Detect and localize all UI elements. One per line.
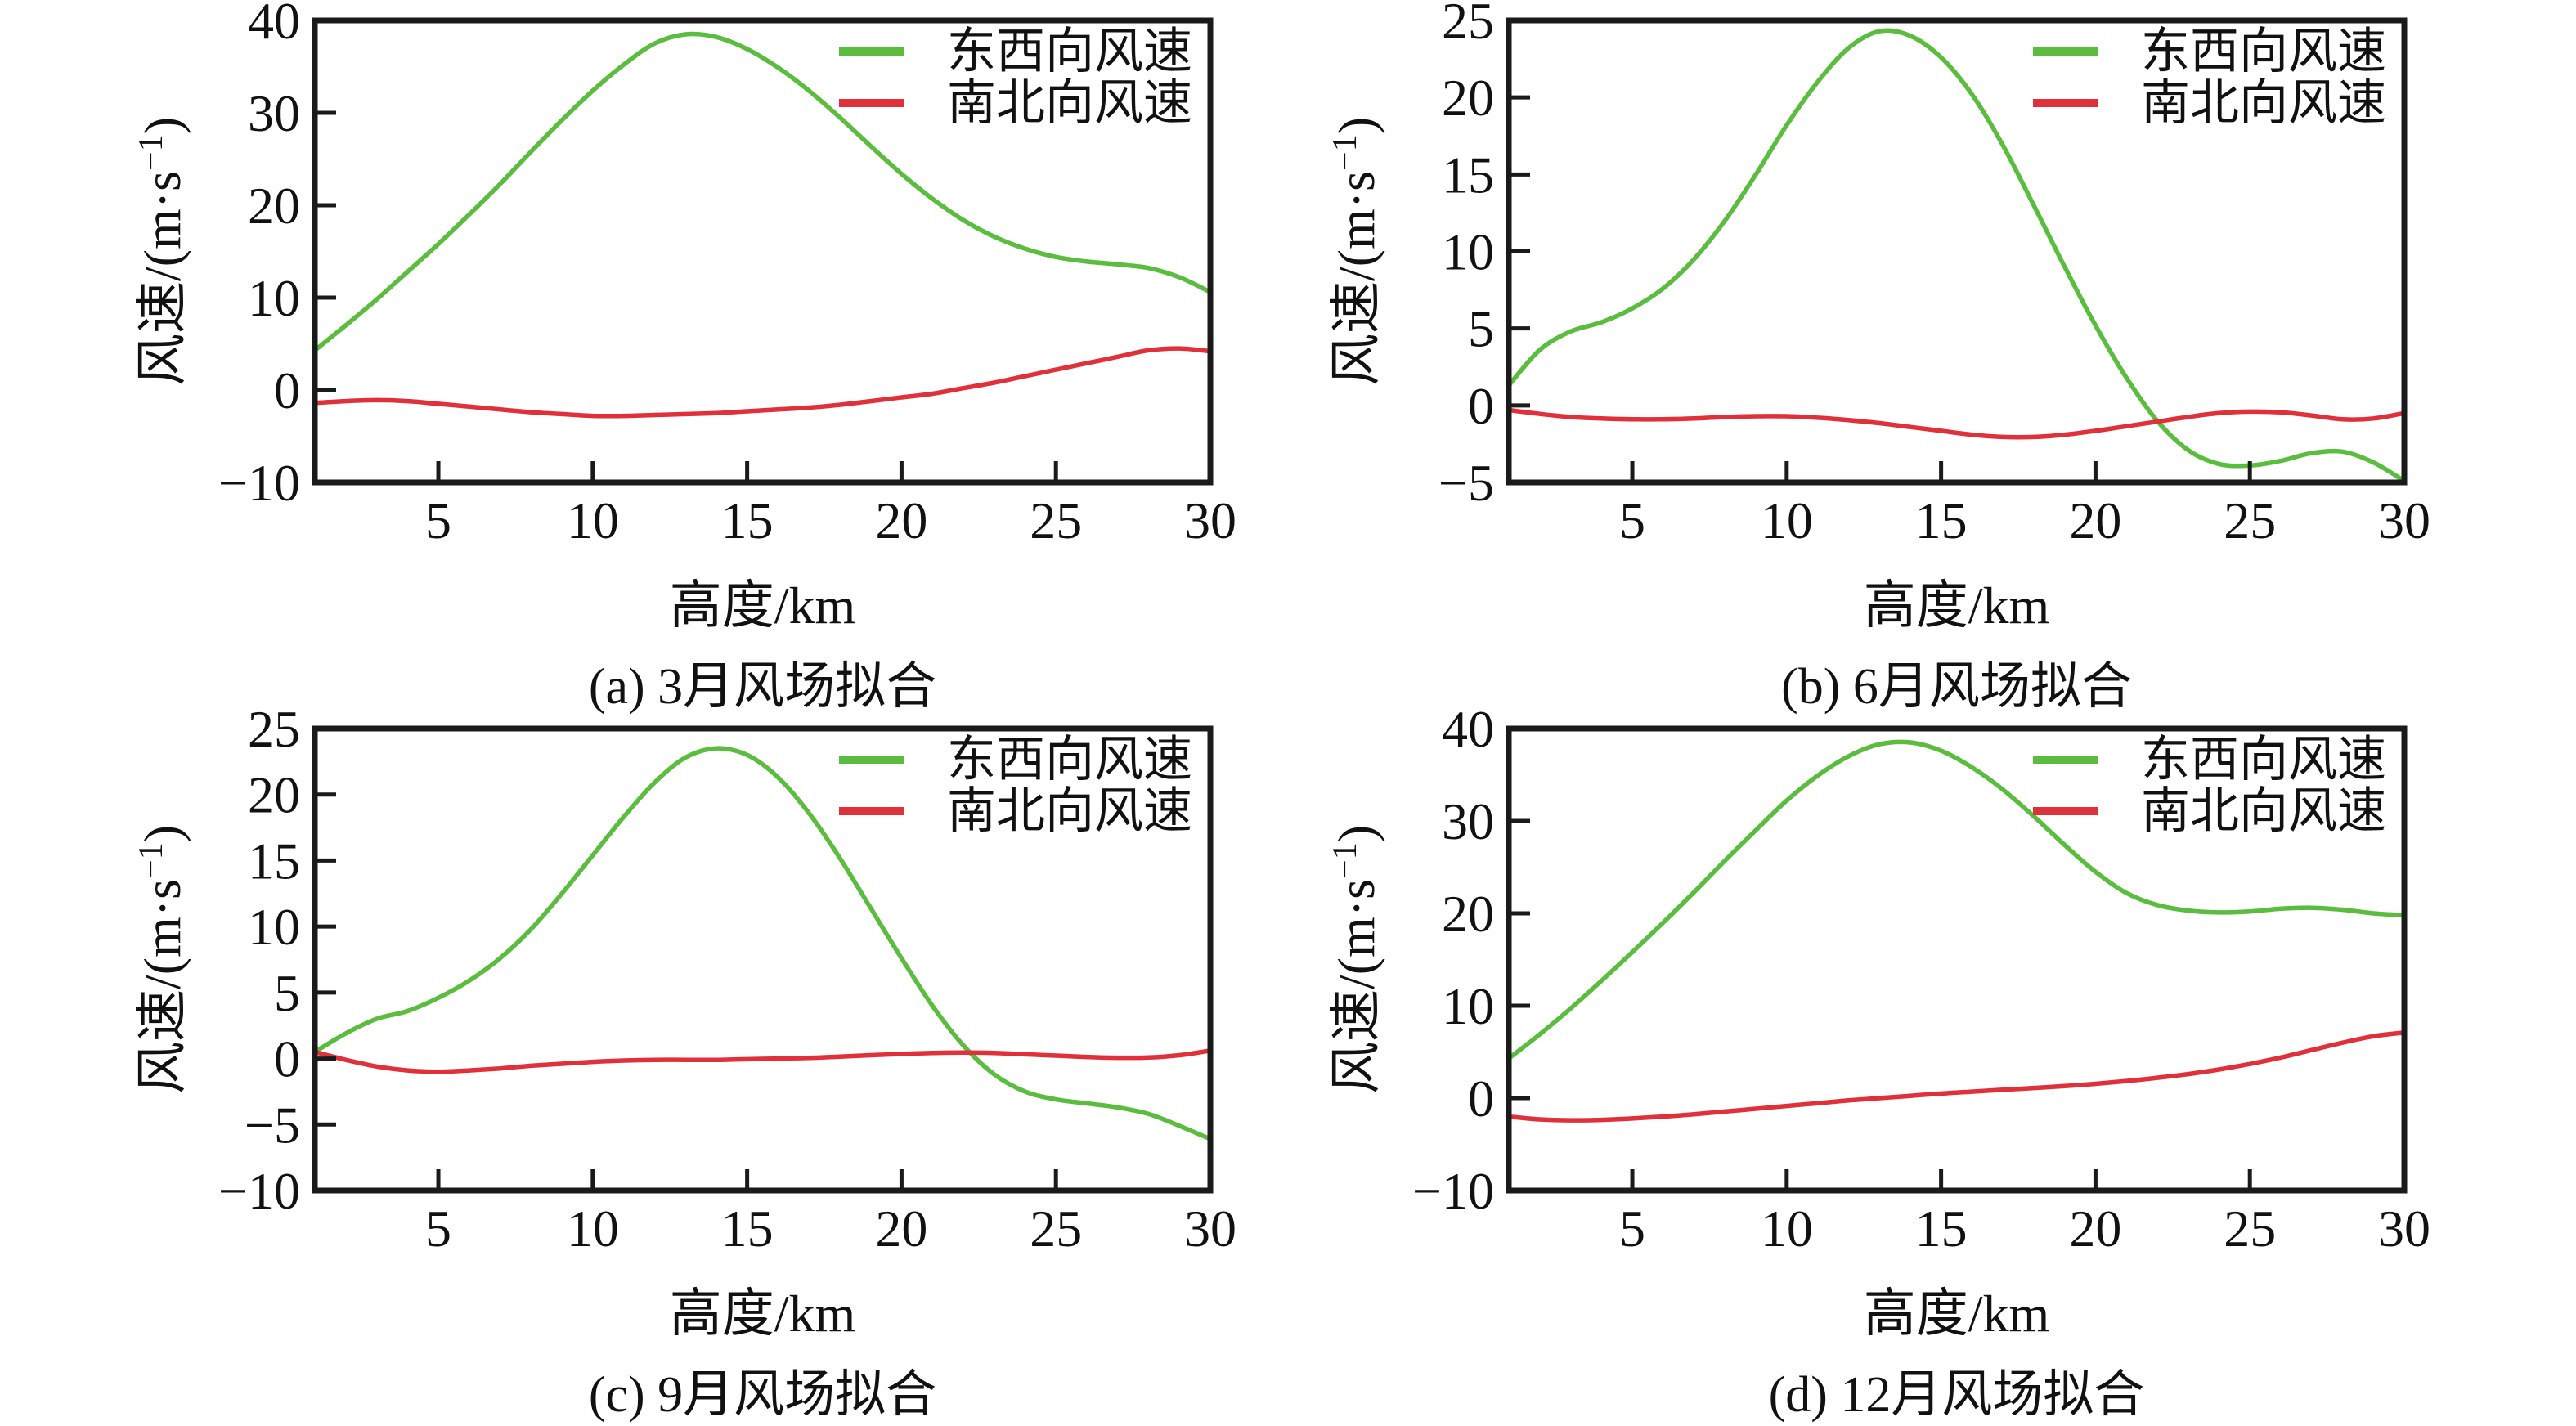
y-tick-label: 0 <box>274 361 300 419</box>
chart-june-caption: (b) 6月风场拟合 <box>1781 659 2132 715</box>
y-tick-label: 20 <box>1442 69 1494 127</box>
y-tick-label: 20 <box>248 766 300 824</box>
legend-label: 南北向风速 <box>2141 76 2386 130</box>
y-tick-label: 0 <box>274 1030 300 1088</box>
panel-september: 5 10 15 20 25 30 −10 −5 0 5 10 15 20 25 高度/km 风速/(m·s−1… <box>0 708 1288 1423</box>
y-tick-label: 10 <box>1442 223 1494 281</box>
x-tick-label: 10 <box>567 1200 619 1258</box>
x-tick-label: 25 <box>2224 1200 2276 1258</box>
x-tick-label: 10 <box>1761 1200 1813 1258</box>
x-axis-title: 高度/km <box>670 1285 856 1343</box>
x-axis-title: 高度/km <box>1864 576 2050 635</box>
chart-september-plot: 5 10 15 20 25 30 −10 −5 0 5 10 15 20 25 高度/km 风速/(m·s−1… <box>132 708 1236 1343</box>
chart-september-caption: (c) 9月风场拟合 <box>588 1367 937 1423</box>
y-tick-label: −5 <box>245 1096 300 1154</box>
y-tick-label: 0 <box>1468 377 1494 435</box>
plot-box <box>1506 725 2408 1194</box>
y-tick-label: −10 <box>218 1162 300 1220</box>
series-group <box>315 746 1210 1141</box>
x-tick-label: 20 <box>875 491 927 549</box>
y-tick-label: 40 <box>248 0 300 50</box>
y-tick-label: 10 <box>248 898 300 956</box>
series-line-east-west <box>315 746 1210 1141</box>
x-tick-label: 15 <box>721 491 774 549</box>
chart-march-plot: 5 10 15 20 25 30 −10 0 10 20 30 40 高度/km 风速/(m·s−1) 东西… <box>132 0 1236 635</box>
x-tick-label: 20 <box>2069 491 2121 549</box>
legend-label: 东西向风速 <box>2141 733 2386 787</box>
chart-june-plot: 5 10 15 20 25 30 −5 0 5 10 15 20 25 高度/km 风速/(m·s−1) 东西… <box>1326 0 2430 635</box>
y-tick-label: −5 <box>1438 454 1494 512</box>
y-tick-label: 30 <box>248 84 300 142</box>
x-tick-label: 15 <box>1915 1200 1968 1258</box>
y-tick-label: 5 <box>1468 300 1494 358</box>
y-tick-label: −10 <box>1412 1162 1494 1220</box>
y-tick-label: 25 <box>248 708 300 758</box>
y-tick-label: −10 <box>218 454 300 512</box>
series-group <box>315 31 1210 419</box>
y-tick-label: 40 <box>1442 708 1494 758</box>
series-line-north-south <box>1509 1030 2404 1123</box>
y-tick-label: 5 <box>274 964 300 1022</box>
y-tick-label: 30 <box>1442 792 1494 850</box>
panel-december: 5 10 15 20 25 30 −10 0 10 20 30 40 高度/km 风速/(m·s−1) 东西… <box>1288 708 2576 1423</box>
x-tick-label: 30 <box>1184 491 1236 549</box>
y-tick-label: 20 <box>1442 885 1494 943</box>
y-tick-label: 20 <box>248 177 300 235</box>
x-tick-label: 15 <box>1915 491 1968 549</box>
x-tick-label: 30 <box>2378 1200 2430 1258</box>
series-line-north-south <box>1509 407 2404 440</box>
panel-march: 5 10 15 20 25 30 −10 0 10 20 30 40 高度/km 风速/(m·s−1) 东西… <box>0 0 1288 715</box>
x-tick-label: 25 <box>1030 1200 1082 1258</box>
x-tick-label: 20 <box>875 1200 927 1258</box>
x-tick-label: 5 <box>425 1200 451 1258</box>
plot-box <box>312 17 1214 486</box>
legend-label: 南北向风速 <box>947 784 1192 838</box>
y-axis-title: 风速/(m·s−1) <box>1326 825 1385 1094</box>
x-tick-label: 20 <box>2069 1200 2121 1258</box>
y-tick-label: 10 <box>248 269 300 327</box>
series-line-north-south <box>315 1048 1210 1074</box>
legend-label: 东西向风速 <box>947 733 1192 787</box>
x-tick-label: 30 <box>1184 1200 1236 1258</box>
chart-march-caption: (a) 3月风场拟合 <box>588 659 937 715</box>
x-axis-title: 高度/km <box>1864 1285 2050 1343</box>
plot-box <box>312 725 1214 1194</box>
y-axis-title: 风速/(m·s−1) <box>132 825 191 1094</box>
y-tick-label: 15 <box>1442 146 1494 204</box>
y-tick-label: 10 <box>1442 977 1494 1035</box>
y-tick-label: 15 <box>248 832 300 890</box>
legend-label: 南北向风速 <box>2141 784 2386 838</box>
panel-june: 5 10 15 20 25 30 −5 0 5 10 15 20 25 高度/km 风速/(m·s−1) 东西… <box>1288 0 2576 715</box>
series-line-east-west <box>315 31 1210 353</box>
series-group <box>1509 739 2404 1123</box>
x-tick-label: 25 <box>2224 491 2276 549</box>
x-tick-label: 5 <box>1619 491 1645 549</box>
x-tick-label: 5 <box>425 491 451 549</box>
series-line-north-south <box>315 346 1210 419</box>
legend-label: 东西向风速 <box>2141 25 2386 78</box>
x-axis-title: 高度/km <box>670 576 856 635</box>
x-tick-label: 5 <box>1619 1200 1645 1258</box>
x-tick-label: 15 <box>721 1200 774 1258</box>
y-tick-label: 0 <box>1468 1070 1494 1128</box>
x-tick-label: 10 <box>1761 491 1813 549</box>
y-axis-title: 风速/(m·s−1) <box>132 117 191 386</box>
x-tick-label: 25 <box>1030 491 1082 549</box>
chart-december-caption: (d) 12月风场拟合 <box>1768 1367 2145 1423</box>
y-tick-label: 25 <box>1442 0 1494 50</box>
legend-label: 东西向风速 <box>947 25 1192 78</box>
series-line-east-west <box>1509 739 2404 1061</box>
legend-label: 南北向风速 <box>947 76 1192 130</box>
chart-december-plot: 5 10 15 20 25 30 −10 0 10 20 30 40 高度/km 风速/(m·s−1) 东西… <box>1326 708 2430 1343</box>
y-axis-title: 风速/(m·s−1) <box>1326 117 1385 386</box>
x-tick-label: 30 <box>2378 491 2430 549</box>
x-tick-label: 10 <box>567 491 619 549</box>
